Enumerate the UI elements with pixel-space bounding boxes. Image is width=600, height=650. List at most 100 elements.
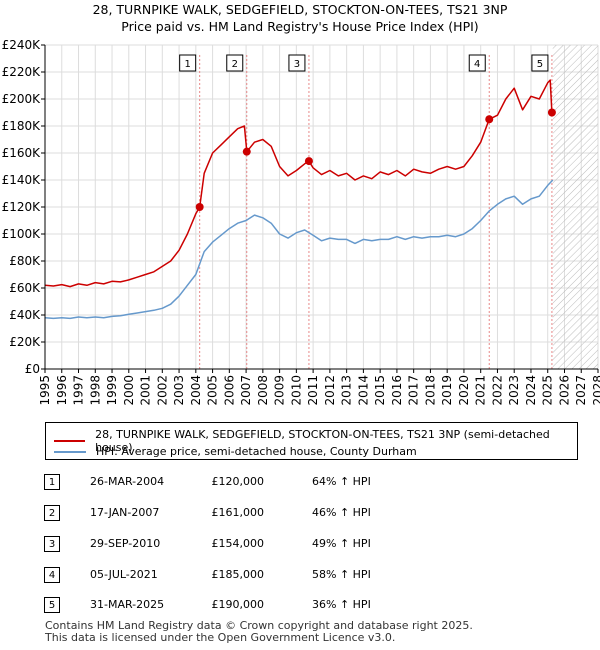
x-tick-label: 2002 <box>155 375 169 406</box>
legend-label-property: 28, TURNPIKE WALK, SEDGEFIELD, STOCKTON-… <box>95 428 550 454</box>
x-tick-label: 2016 <box>390 375 404 406</box>
transaction-date: 26-MAR-2004 <box>90 475 165 488</box>
sale-point <box>547 108 556 117</box>
x-tick-label: 2019 <box>440 375 454 406</box>
x-tick-label: 2026 <box>557 375 571 406</box>
transaction-price: £161,000 <box>211 506 265 519</box>
transaction-hpi-diff: 58% ↑ HPI <box>312 568 371 581</box>
x-tick-label: 2007 <box>239 375 253 406</box>
x-tick-label: 2004 <box>189 375 203 406</box>
transaction-number: 2 <box>44 505 60 521</box>
x-tick-label: 2011 <box>306 375 320 406</box>
sale-point <box>195 203 204 211</box>
y-tick-label: £220K <box>2 65 42 79</box>
sale-marker-box <box>531 54 549 72</box>
transaction-price: £185,000 <box>211 568 265 581</box>
hpi-line <box>44 179 554 320</box>
y-tick-label: £120K <box>2 200 42 214</box>
y-tick-label: £0 <box>25 362 40 376</box>
x-tick-label: 2027 <box>574 375 588 406</box>
x-tick-label: 1998 <box>88 375 102 406</box>
transaction-row: 5 31-MAR-2025 £190,000 36% ↑ HPI <box>0 597 600 617</box>
x-tick-label: 1995 <box>38 375 52 406</box>
transaction-number: 3 <box>44 536 60 552</box>
transaction-price: £154,000 <box>211 537 265 550</box>
y-tick-label: £140K <box>2 173 42 187</box>
x-tick-label: 2000 <box>122 375 136 406</box>
footer: Contains HM Land Registry data © Crown c… <box>45 620 473 644</box>
y-tick-label: £180K <box>2 119 42 133</box>
transaction-row: 1 26-MAR-2004 £120,000 64% ↑ HPI <box>0 474 600 494</box>
sale-point <box>242 147 251 156</box>
legend-swatch-property <box>54 440 86 442</box>
x-tick-label: 2014 <box>356 375 370 406</box>
sale-point <box>304 157 313 166</box>
x-tick-label: 2012 <box>323 375 337 406</box>
transaction-price: £190,000 <box>211 598 265 611</box>
x-tick-label: 2021 <box>474 375 488 406</box>
transaction-date: 29-SEP-2010 <box>90 537 161 550</box>
x-tick-label: 2017 <box>407 375 421 406</box>
chart-title-line1: 28, TURNPIKE WALK, SEDGEFIELD, STOCKTON-… <box>92 2 508 17</box>
x-tick-label: 2020 <box>457 375 471 406</box>
sale-marker-box <box>179 54 197 72</box>
price-chart: 1 2 3 4 5 £0 £20K £40K £60K £80K £100K £120K £140K £… <box>2 38 600 406</box>
sale-marker-label: 2 <box>232 59 238 70</box>
legend: 28, TURNPIKE WALK, SEDGEFIELD, STOCKTON-… <box>45 422 578 460</box>
x-tick-label: 2013 <box>340 375 354 406</box>
transaction-row: 2 17-JAN-2007 £161,000 46% ↑ HPI <box>0 505 600 525</box>
sale-marker-label: 3 <box>294 59 300 70</box>
x-tick-label: 2024 <box>524 375 538 406</box>
y-tick-label: £20K <box>9 335 41 349</box>
transaction-row: 4 05-JUL-2021 £185,000 58% ↑ HPI <box>0 567 600 587</box>
x-tick-label: 1999 <box>105 375 119 406</box>
transaction-hpi-diff: 46% ↑ HPI <box>312 506 371 519</box>
sale-marker-label: 5 <box>537 59 543 70</box>
chart-title-line2: Price paid vs. HM Land Registry's House … <box>121 19 479 34</box>
legend-swatch-hpi <box>54 450 86 453</box>
transaction-hpi-diff: 64% ↑ HPI <box>312 475 371 488</box>
x-tick-label: 2023 <box>507 375 521 406</box>
transaction-hpi-diff: 49% ↑ HPI <box>312 537 371 550</box>
x-tick-label: 2003 <box>172 375 186 406</box>
sale-point <box>485 115 494 124</box>
sale-marker-box <box>468 54 486 72</box>
footer-licence: This data is licensed under the Open Gov… <box>45 631 396 644</box>
legend-label-hpi: HPI: Average price, semi-detached house,… <box>96 445 417 458</box>
property-price-line <box>44 79 554 288</box>
transaction-hpi-diff: 36% ↑ HPI <box>312 598 371 611</box>
y-tick-label: £160K <box>2 146 42 160</box>
y-tick-label: £240K <box>2 38 42 52</box>
footer-copyright: Contains HM Land Registry data © Crown c… <box>45 619 473 632</box>
transaction-price: £120,000 <box>211 475 265 488</box>
y-tick-label: £200K <box>2 92 42 106</box>
x-tick-label: 2006 <box>222 375 236 406</box>
x-tick-label: 2010 <box>289 375 303 406</box>
transaction-date: 31-MAR-2025 <box>90 598 165 611</box>
x-tick-label: 2009 <box>273 375 287 406</box>
sale-marker-box <box>288 54 306 72</box>
legend-item-property: 28, TURNPIKE WALK, SEDGEFIELD, STOCKTON-… <box>54 428 577 454</box>
x-tick-label: 2022 <box>490 375 504 406</box>
x-tick-label: 1997 <box>72 375 86 406</box>
transaction-date: 05-JUL-2021 <box>90 568 158 581</box>
x-tick-label: 2008 <box>256 375 270 406</box>
y-tick-label: £80K <box>9 254 41 268</box>
x-tick-label: 2028 <box>591 375 600 406</box>
legend-item-hpi: HPI: Average price, semi-detached house,… <box>54 445 417 458</box>
y-tick-label: £40K <box>9 308 41 322</box>
transaction-number: 5 <box>44 597 60 613</box>
transaction-number: 4 <box>44 567 60 583</box>
y-tick-label: £60K <box>9 281 41 295</box>
x-tick-label: 2018 <box>423 375 437 406</box>
transaction-number: 1 <box>44 474 60 490</box>
x-tick-label: 2015 <box>373 375 387 406</box>
sale-marker-box <box>226 54 244 72</box>
x-tick-label: 2005 <box>206 375 220 406</box>
y-tick-label: £100K <box>2 227 42 241</box>
x-tick-label: 2001 <box>139 375 153 406</box>
transaction-row: 3 29-SEP-2010 £154,000 49% ↑ HPI <box>0 536 600 556</box>
sale-marker-label: 4 <box>474 59 480 70</box>
forecast-hatch-region <box>552 45 598 369</box>
transaction-date: 17-JAN-2007 <box>90 506 160 519</box>
